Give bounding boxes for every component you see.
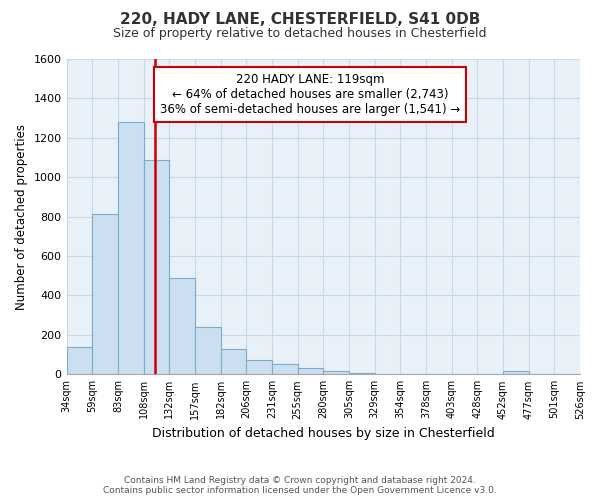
Bar xyxy=(272,364,298,374)
Bar xyxy=(323,372,349,374)
Text: 220, HADY LANE, CHESTERFIELD, S41 0DB: 220, HADY LANE, CHESTERFIELD, S41 0DB xyxy=(120,12,480,28)
Bar xyxy=(503,372,529,374)
X-axis label: Distribution of detached houses by size in Chesterfield: Distribution of detached houses by size … xyxy=(152,427,494,440)
Text: 220 HADY LANE: 119sqm
← 64% of detached houses are smaller (2,743)
36% of semi-d: 220 HADY LANE: 119sqm ← 64% of detached … xyxy=(160,73,461,116)
Bar xyxy=(169,278,195,374)
Text: Contains HM Land Registry data © Crown copyright and database right 2024.
Contai: Contains HM Land Registry data © Crown c… xyxy=(103,476,497,495)
Bar xyxy=(143,160,169,374)
Bar xyxy=(92,214,118,374)
Bar xyxy=(118,122,143,374)
Bar xyxy=(195,327,221,374)
Y-axis label: Number of detached properties: Number of detached properties xyxy=(15,124,28,310)
Text: Size of property relative to detached houses in Chesterfield: Size of property relative to detached ho… xyxy=(113,28,487,40)
Bar xyxy=(67,346,92,374)
Bar xyxy=(246,360,272,374)
Bar xyxy=(298,368,323,374)
Bar xyxy=(221,349,246,374)
